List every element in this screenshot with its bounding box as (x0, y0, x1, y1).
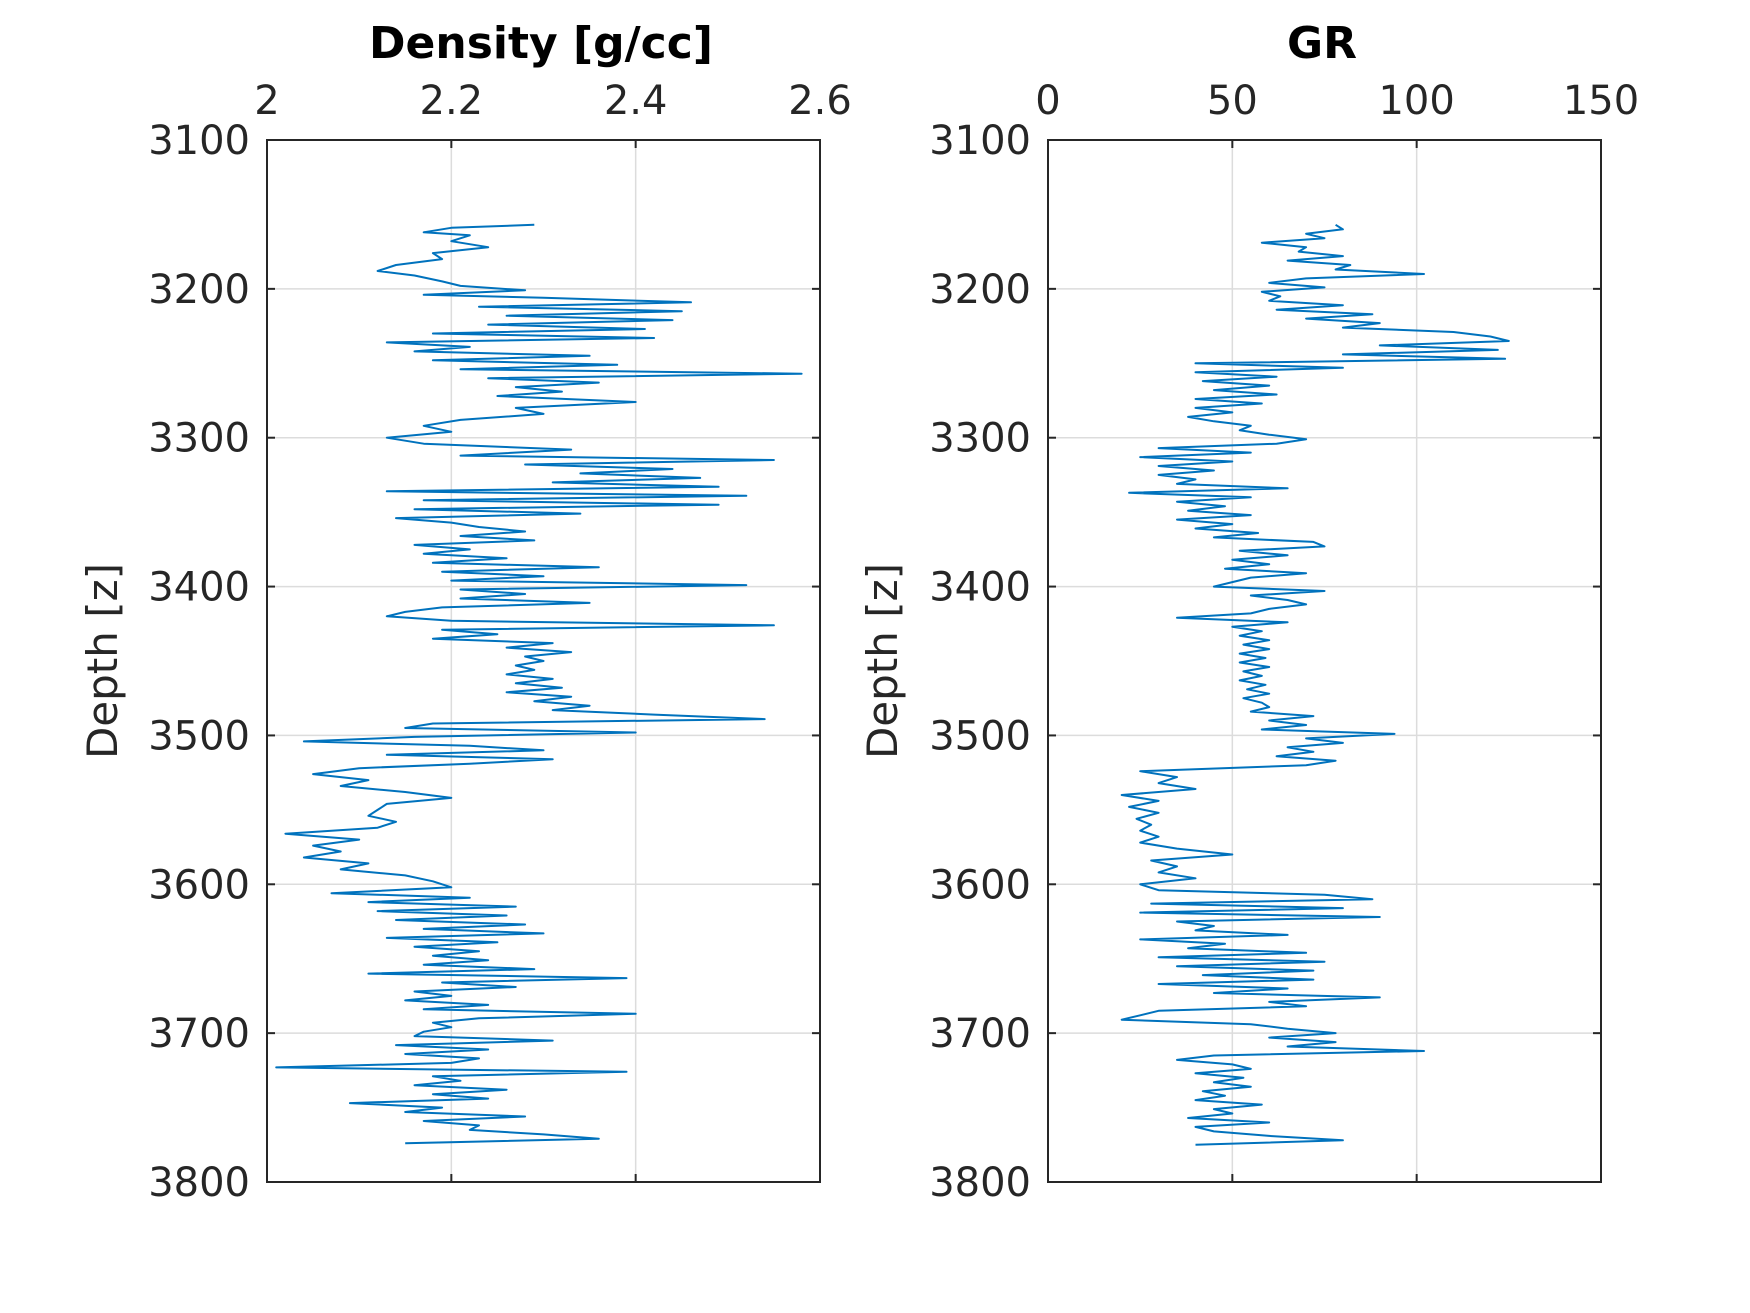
gr-ytick-label: 3500 (929, 713, 1031, 759)
gr-ytick-label: 3200 (929, 267, 1031, 313)
density-xtick-label: 2 (254, 78, 279, 124)
density-ytick-label: 3700 (148, 1011, 250, 1057)
gr-ytick-label: 3300 (929, 416, 1031, 462)
density-panel-title: Density [g/cc] (369, 18, 713, 69)
gr-panel: GR Depth [z] 0 50 100 150 3100 3200 3300 3400 35… (858, 18, 1639, 1206)
density-xtick-label: 2.2 (420, 78, 484, 124)
density-xtick-label: 2.4 (604, 78, 668, 124)
density-panel-ylabel: Depth [z] (78, 563, 127, 759)
gr-xtick-label: 50 (1207, 78, 1258, 124)
density-ytick-label: 3200 (148, 267, 250, 313)
gr-grid (1048, 140, 1601, 1182)
gr-xtick-label: 100 (1378, 78, 1454, 124)
gr-ytick-label: 3700 (929, 1011, 1031, 1057)
density-series-line (275, 223, 803, 1145)
gr-series-line (1120, 223, 1510, 1146)
gr-ytick-label: 3800 (929, 1160, 1031, 1206)
gr-ytick-label: 3100 (929, 118, 1031, 164)
gr-ytick-label: 3600 (929, 862, 1031, 908)
density-ytick-label: 3300 (148, 416, 250, 462)
density-ytick-label: 3800 (148, 1160, 250, 1206)
gr-xtick-label: 0 (1035, 78, 1060, 124)
gr-panel-title: GR (1287, 18, 1357, 69)
gr-plot-frame (1047, 139, 1602, 1183)
density-ytick-label: 3400 (148, 565, 250, 611)
density-panel: Density [g/cc] Depth [z] 2 2.2 2.4 2.6 3100 3… (78, 18, 852, 1206)
density-ytick-label: 3100 (148, 118, 250, 164)
density-xtick-label: 2.6 (788, 78, 852, 124)
density-ytick-label: 3500 (148, 713, 250, 759)
density-ytick-label: 3600 (148, 862, 250, 908)
gr-ytick-label: 3400 (929, 565, 1031, 611)
gr-xtick-label: 150 (1563, 78, 1639, 124)
gr-panel-ylabel: Depth [z] (858, 563, 907, 759)
density-plot-frame (266, 139, 821, 1183)
